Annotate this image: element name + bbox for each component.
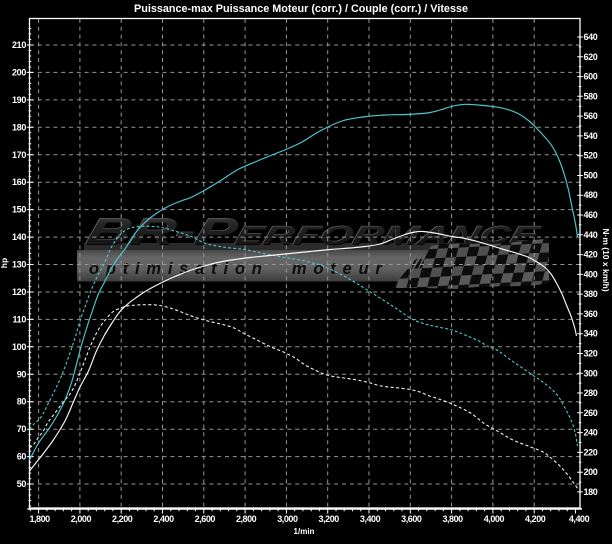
svg-text:80: 80 [17,397,27,407]
svg-text:4,200: 4,200 [525,514,546,524]
svg-text:520: 520 [584,151,598,161]
svg-text:60: 60 [17,452,27,462]
svg-text:120: 120 [12,287,26,297]
svg-text:140: 140 [12,232,26,242]
svg-text:600: 600 [584,72,598,82]
svg-text:620: 620 [584,52,598,62]
svg-text:440: 440 [584,230,598,240]
svg-text:1,800: 1,800 [29,514,50,524]
svg-text:580: 580 [584,91,598,101]
svg-text:N·m (10 x km/h): N·m (10 x km/h) [601,228,611,291]
svg-text:360: 360 [584,309,598,319]
svg-text:4,400: 4,400 [569,514,590,524]
svg-text:220: 220 [584,447,598,457]
svg-text:180: 180 [12,122,26,132]
svg-text:400: 400 [584,269,598,279]
svg-text:100: 100 [12,342,26,352]
svg-text:300: 300 [584,368,598,378]
svg-text:540: 540 [584,131,598,141]
svg-text:460: 460 [584,210,598,220]
svg-text:200: 200 [584,467,598,477]
svg-text:3,800: 3,800 [442,514,463,524]
svg-text:3,200: 3,200 [319,514,340,524]
svg-text:2,200: 2,200 [112,514,133,524]
svg-text:480: 480 [584,190,598,200]
svg-text:3,000: 3,000 [277,514,298,524]
svg-text:130: 130 [12,260,26,270]
svg-text:2,400: 2,400 [153,514,174,524]
svg-text:240: 240 [584,428,598,438]
svg-text:420: 420 [584,250,598,260]
svg-text:340: 340 [584,329,598,339]
svg-text:2,000: 2,000 [71,514,92,524]
svg-text:500: 500 [584,171,598,181]
svg-text:110: 110 [13,314,27,324]
svg-text:90: 90 [17,369,27,379]
svg-text:320: 320 [584,349,598,359]
svg-text:200: 200 [12,67,26,77]
svg-text:70: 70 [17,424,27,434]
svg-text:190: 190 [12,95,26,105]
svg-text:170: 170 [12,150,26,160]
svg-text:380: 380 [584,289,598,299]
svg-text:50: 50 [17,479,27,489]
svg-text:3,600: 3,600 [401,514,422,524]
svg-text:4,000: 4,000 [484,514,505,524]
svg-text:2,600: 2,600 [195,514,216,524]
svg-text:560: 560 [584,111,598,121]
svg-text:260: 260 [584,408,598,418]
svg-text:3,400: 3,400 [360,514,381,524]
svg-text:150: 150 [12,205,26,215]
svg-text:180: 180 [584,487,598,497]
svg-text:160: 160 [12,177,26,187]
svg-text:1/min: 1/min [294,527,315,536]
svg-text:280: 280 [584,388,598,398]
svg-text:210: 210 [12,40,26,50]
svg-text:640: 640 [584,32,598,42]
svg-text:2,800: 2,800 [236,514,257,524]
svg-text:hp: hp [0,258,9,268]
svg-text:Puissance-max Puissance Moteur: Puissance-max Puissance Moteur (corr.) /… [134,3,468,15]
